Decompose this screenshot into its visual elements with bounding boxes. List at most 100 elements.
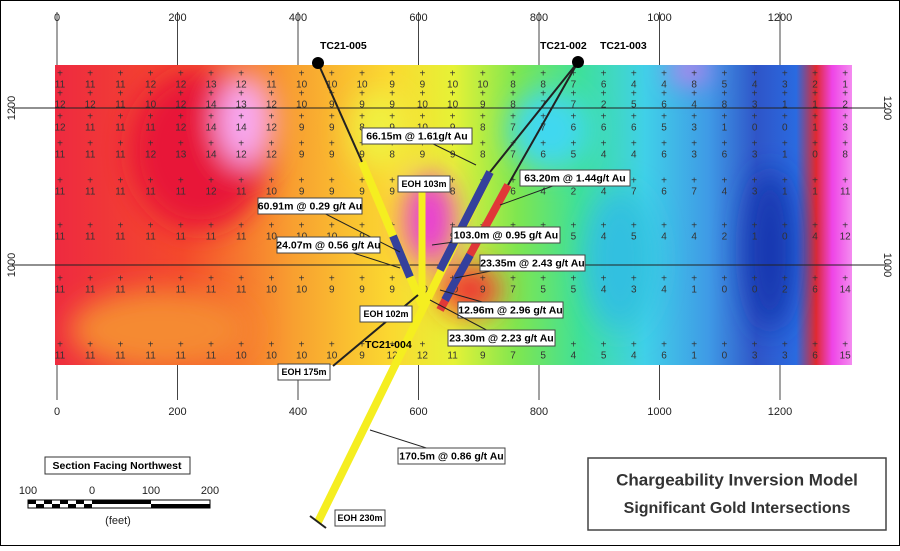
subtitle: Significant Gold Intersections xyxy=(624,500,851,517)
x-tick-label: 200 xyxy=(168,406,186,418)
grid-value: 8 xyxy=(722,100,728,111)
grid-value: 10 xyxy=(356,80,368,91)
y-tick-label: 1200 xyxy=(6,96,18,120)
grid-value: 10 xyxy=(447,80,459,91)
grid-value: 9 xyxy=(450,150,456,161)
cross: + xyxy=(842,176,848,187)
grid-value: 14 xyxy=(205,100,217,111)
grid-value: 4 xyxy=(661,232,667,243)
grid-value: 11 xyxy=(236,187,247,198)
grid-value: 9 xyxy=(329,285,335,296)
x-tick-label: 800 xyxy=(530,406,548,418)
cross: + xyxy=(87,176,93,187)
drillhole-label: TC21-004 xyxy=(365,339,412,351)
grid-value: 4 xyxy=(691,100,697,111)
cross: + xyxy=(208,274,214,285)
grid-value: 10 xyxy=(417,100,429,111)
grid-value: 6 xyxy=(661,187,667,198)
cross: + xyxy=(359,274,365,285)
callout-text: 12.96m @ 2.96 g/t Au xyxy=(458,304,562,316)
cross: + xyxy=(752,139,758,150)
grid-value: 12 xyxy=(175,80,187,91)
callout-box xyxy=(277,363,331,381)
cross: + xyxy=(268,89,274,100)
grid-value: 0 xyxy=(782,123,788,134)
cross: + xyxy=(570,221,576,232)
callout-text: EOH 230m xyxy=(337,513,382,523)
callout-text: 103.0m @ 0.95 g/t Au xyxy=(454,229,558,241)
cross: + xyxy=(389,89,395,100)
grid-value: 11 xyxy=(115,123,126,134)
cross: + xyxy=(450,112,456,123)
cross: + xyxy=(691,89,697,100)
grid-value: 11 xyxy=(85,285,96,296)
grid-value: 1 xyxy=(722,123,728,134)
grid-value: 13 xyxy=(236,100,248,111)
cross: + xyxy=(510,69,516,80)
grid-value: 14 xyxy=(236,123,248,134)
cross: + xyxy=(752,274,758,285)
cross: + xyxy=(661,176,667,187)
drillhole-label: TC21-003 xyxy=(600,40,647,52)
grid-value: 9 xyxy=(359,100,365,111)
grid-value: 11 xyxy=(145,123,156,134)
cross: + xyxy=(389,340,395,351)
grid-value: 8 xyxy=(510,100,516,111)
x-tick-label: 200 xyxy=(168,12,186,24)
cross: + xyxy=(752,112,758,123)
grid-value: 11 xyxy=(55,150,66,161)
cross: + xyxy=(812,274,818,285)
chargeability-model: +11+11+11+12+12+13+12+11+10+10+10+9+9+10… xyxy=(55,65,852,365)
grid-value: 9 xyxy=(329,100,335,111)
callout-text: 66.15m @ 1.61g/t Au xyxy=(366,130,467,142)
cross: + xyxy=(661,89,667,100)
cross: + xyxy=(208,221,214,232)
grid-value: 6 xyxy=(722,150,728,161)
cross: + xyxy=(721,69,727,80)
cross: + xyxy=(570,139,576,150)
grid-value: 4 xyxy=(631,80,637,91)
grid-value: 7 xyxy=(510,150,516,161)
cross: + xyxy=(299,274,305,285)
grid-value: 12 xyxy=(175,100,187,111)
cross: + xyxy=(782,69,788,80)
cross: + xyxy=(782,221,788,232)
cross: + xyxy=(782,176,788,187)
grid-value: 14 xyxy=(205,150,217,161)
cross: + xyxy=(480,69,486,80)
grid-value: 4 xyxy=(601,285,607,296)
callout-text: 23.30m @ 2.23 g/t Au xyxy=(449,332,553,344)
cross: + xyxy=(631,112,637,123)
grid-value: 9 xyxy=(359,351,365,362)
grid-value: 11 xyxy=(176,285,187,296)
callout-box xyxy=(361,127,473,145)
callout-box xyxy=(447,329,556,347)
cross: + xyxy=(721,176,727,187)
grid-value: 11 xyxy=(447,351,458,362)
grid-value: 1 xyxy=(752,232,758,243)
callout-text: 60.91m @ 0.29 g/t Au xyxy=(258,200,362,212)
grid-value: 10 xyxy=(447,100,459,111)
cross: + xyxy=(178,274,184,285)
cross: + xyxy=(208,139,214,150)
grid-value: 6 xyxy=(812,351,818,362)
grid-value: 11 xyxy=(236,285,247,296)
scale-label: 100 xyxy=(19,485,37,497)
cross: + xyxy=(691,340,697,351)
grid-value: 2 xyxy=(722,232,728,243)
grid-value: 10 xyxy=(326,351,338,362)
grid-value: 12 xyxy=(236,150,248,161)
grid-value: 0 xyxy=(812,150,818,161)
cross: + xyxy=(540,139,546,150)
cross: + xyxy=(842,69,848,80)
grid-value: 1 xyxy=(691,285,697,296)
x-tick-label: 400 xyxy=(289,406,307,418)
grid-value: 5 xyxy=(571,150,577,161)
grid-value: 10 xyxy=(296,285,308,296)
x-tick-label: 1000 xyxy=(647,12,671,24)
cross: + xyxy=(57,176,63,187)
grid-value: 11 xyxy=(840,187,851,198)
cross: + xyxy=(510,221,516,232)
grid-value: 7 xyxy=(691,187,697,198)
callout-box xyxy=(276,236,381,254)
